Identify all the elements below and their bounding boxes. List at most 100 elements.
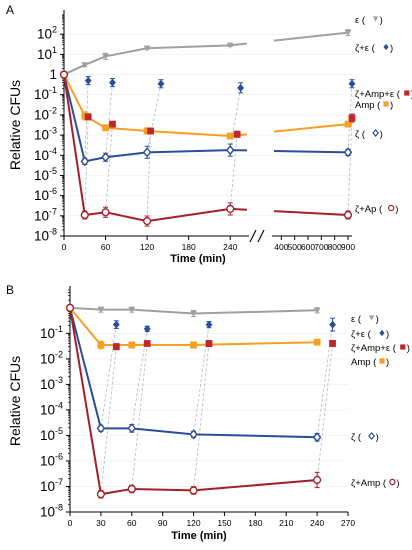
data-point-zeta_amp	[343, 210, 353, 220]
data-point-amp	[97, 341, 105, 349]
legend-close-paren: )	[390, 100, 393, 111]
legend-close-paren: )	[390, 43, 393, 54]
y-tick-label: 10-2	[40, 349, 63, 366]
y-tick-exponent: -5	[55, 426, 63, 436]
data-point-amp	[143, 127, 151, 135]
data-point-zeta	[225, 145, 235, 156]
y-tick-label: 10-8	[34, 227, 57, 244]
panel-label: B	[6, 283, 14, 297]
data-point-amp	[128, 341, 136, 349]
legend-marker-amp	[379, 358, 385, 364]
y-tick-exponent: -8	[55, 503, 63, 513]
x-tick-label: 240	[310, 518, 324, 528]
y-tick-exponent: -1	[55, 324, 63, 334]
y-tick-label: 1	[49, 67, 57, 82]
legend-marker-amp	[383, 101, 389, 107]
y-tick-base: 1	[49, 67, 57, 82]
legend-close-paren: )	[407, 343, 410, 354]
y-tick-base: 10	[34, 188, 49, 203]
data-point-zeta	[142, 147, 152, 158]
legend-close-paren: )	[380, 129, 383, 140]
y-tick-exponent: -3	[49, 126, 57, 136]
data-point-epsilon	[81, 62, 89, 69]
legend-close-paren: )	[396, 478, 399, 489]
guide-dashed-line	[100, 324, 117, 429]
data-point-zeta_eps	[109, 78, 116, 87]
y-tick-base: 10	[37, 47, 52, 62]
y-tick-label: 10-6	[40, 451, 63, 468]
guide-dashed-line	[229, 87, 242, 151]
y-tick-label: 10-3	[40, 375, 63, 392]
guide-dashed-line	[146, 83, 162, 153]
x-tick-label: 150	[217, 518, 231, 528]
guide-dashed-line	[229, 134, 238, 209]
data-point-zeta	[101, 152, 110, 163]
legend-label: Amp (	[351, 357, 377, 368]
data-point-amp	[226, 132, 234, 140]
y-axis-label: Relative CFUs	[7, 356, 23, 446]
guide-dashed-line	[347, 83, 353, 153]
guide-dashed-line	[84, 116, 89, 215]
axis-break-mark	[249, 229, 257, 243]
legend-close-paren: )	[386, 357, 389, 368]
data-point-zeta	[80, 156, 90, 167]
legend-label: ζ+Ap (	[355, 204, 383, 215]
x-axis-label: Time (min)	[171, 530, 227, 542]
data-point-zeta_amp_eps	[84, 113, 92, 121]
series-line-amp	[273, 123, 349, 133]
data-point-zeta_amp	[65, 303, 75, 312]
data-point-amp	[344, 120, 352, 128]
data-point-amp	[102, 124, 109, 132]
y-tick-exponent: -1	[49, 85, 57, 95]
y-tick-base: 10	[40, 453, 55, 468]
legend-marker-epsilon	[369, 315, 375, 321]
y-tick-base: 10	[37, 27, 52, 42]
y-tick-exponent: -8	[49, 227, 57, 237]
data-point-zeta_amp	[226, 204, 235, 214]
x-tick-label: 120	[140, 242, 154, 252]
data-point-zeta_eps	[329, 320, 336, 329]
y-tick-base: 10	[40, 351, 55, 366]
x-axis-label: Time (min)	[170, 253, 226, 265]
y-tick-base: 10	[34, 208, 49, 223]
data-point-zeta_eps	[205, 320, 213, 329]
x-tick-label: 120	[186, 518, 200, 528]
data-point-zeta_amp	[189, 486, 198, 495]
legend-marker-epsilon	[373, 16, 379, 22]
legend-label: ζ+ε (	[351, 329, 372, 340]
y-tick-exponent: -7	[55, 477, 63, 487]
data-point-zeta_amp	[313, 475, 322, 485]
y-tick-label: 10-5	[40, 426, 63, 443]
y-tick-label: 10-7	[40, 477, 63, 494]
y-tick-exponent: -2	[55, 349, 63, 359]
guide-dashed-line	[131, 343, 148, 489]
x-tick-label: 270	[341, 518, 355, 528]
legend-marker-zeta_amp_eps	[400, 344, 406, 350]
data-point-zeta_eps	[84, 76, 92, 85]
data-point-zeta_eps	[237, 83, 245, 92]
x-tick-label: 90	[158, 518, 168, 528]
data-point-zeta_eps	[112, 320, 120, 329]
y-tick-exponent: -6	[55, 451, 63, 461]
data-point-zeta_amp	[59, 70, 69, 79]
series-line-zeta_amp	[273, 210, 349, 216]
data-point-zeta_amp	[127, 484, 136, 494]
y-tick-base: 10	[40, 505, 55, 520]
data-point-zeta_eps	[143, 324, 151, 333]
x-tick-label: 700	[314, 242, 328, 252]
legend-label: ζ+Amp+ε (	[351, 343, 397, 354]
data-point-zeta	[312, 432, 322, 443]
y-tick-label: 102	[37, 25, 57, 42]
y-tick-base: 10	[40, 479, 55, 494]
y-tick-base: 10	[34, 229, 49, 244]
data-point-zeta_amp_eps	[348, 114, 356, 122]
legend-label: ε (	[351, 314, 362, 325]
y-tick-base: 10	[34, 128, 49, 143]
guide-dashed-line	[105, 82, 113, 158]
data-point-zeta_amp	[143, 216, 152, 226]
y-tick-exponent: 2	[52, 25, 57, 35]
y-tick-label: 10-6	[34, 186, 57, 203]
data-point-zeta	[96, 423, 106, 434]
y-axis-label: Relative CFUs	[7, 80, 23, 170]
data-point-zeta_amp	[80, 210, 89, 220]
